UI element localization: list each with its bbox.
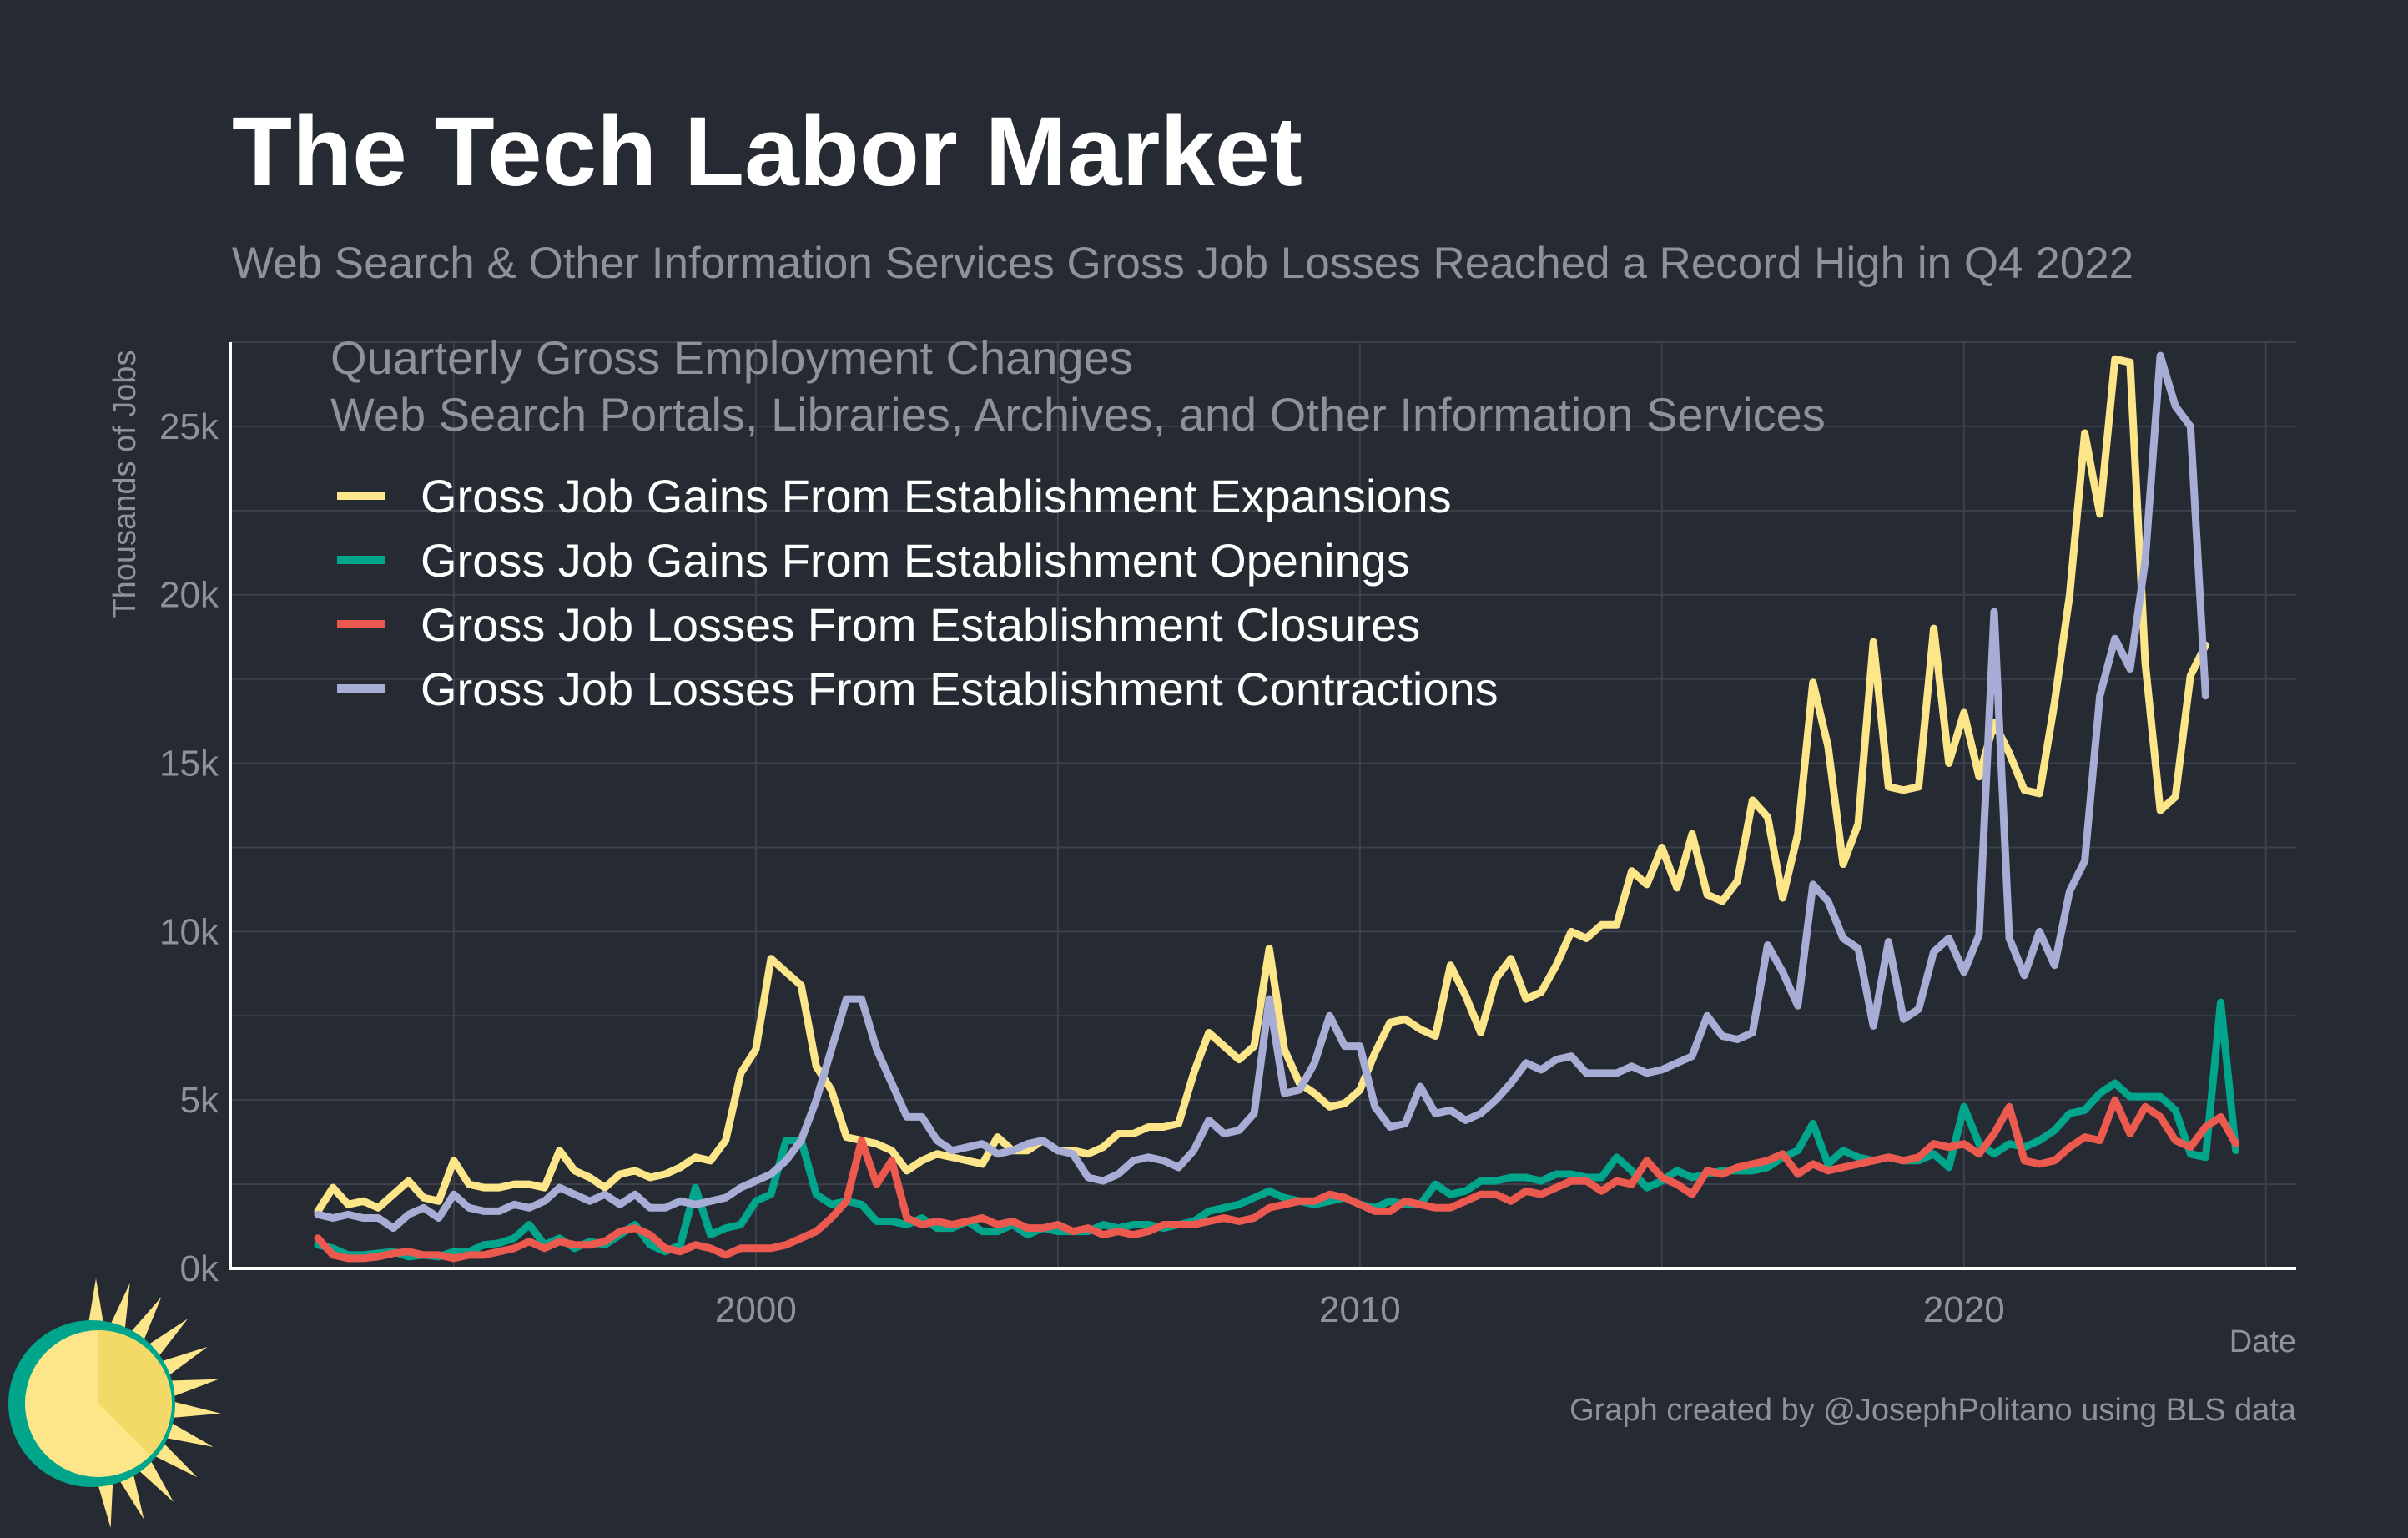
- sun-ray: [159, 1419, 214, 1447]
- axes: [229, 342, 2296, 1270]
- y-tick-label: 15k: [159, 744, 219, 784]
- x-tick-label: 2010: [1319, 1289, 1401, 1330]
- chart-subtitle: Web Search Portals, Libraries, Archives,…: [330, 388, 1826, 441]
- legend: Gross Job Gains From Establishment Expan…: [337, 470, 1499, 715]
- y-axis-label: Thousands of Jobs: [108, 350, 143, 618]
- gridlines: [230, 341, 2296, 1268]
- x-tick-labels: 2000 2010 2020: [715, 1289, 2005, 1330]
- y-tick-label: 5k: [180, 1080, 219, 1121]
- legend-entry: Gross Job Gains From Establishment Openi…: [421, 534, 1410, 587]
- sun-logo-shade: [98, 1330, 172, 1455]
- series-line-4: [314, 351, 2209, 1233]
- chart-title: Quarterly Gross Employment Changes: [330, 331, 1133, 384]
- sun-logo: [8, 1278, 221, 1528]
- legend-entry: Gross Job Losses From Establishment Cont…: [421, 663, 1499, 715]
- x-tick-label: 2000: [715, 1289, 797, 1330]
- x-tick-label: 2020: [1923, 1289, 2005, 1330]
- sun-rays: [87, 1278, 221, 1528]
- y-tick-label: 20k: [159, 575, 219, 616]
- series-line-3: [314, 1096, 2240, 1263]
- y-tick-label: 10k: [159, 911, 219, 952]
- series-line-1: [314, 355, 2209, 1215]
- y-tick-label: 0k: [180, 1248, 219, 1289]
- series-lines: [314, 351, 2240, 1263]
- page-title: The Tech Labor Market: [232, 97, 1302, 207]
- page-subtitle: Web Search & Other Information Services …: [232, 239, 2133, 288]
- x-axis-label: Date: [2229, 1324, 2296, 1359]
- sun-ray: [87, 1278, 105, 1334]
- y-tick-labels: 0k 5k 10k 15k 20k 25k: [159, 406, 219, 1289]
- sun-ray: [163, 1379, 219, 1399]
- legend-entry: Gross Job Losses From Establishment Clos…: [421, 598, 1420, 651]
- legend-entry: Gross Job Gains From Establishment Expan…: [421, 470, 1452, 522]
- credit-text: Graph created by @JosephPolitano using B…: [1569, 1393, 2297, 1428]
- y-tick-label: 25k: [159, 406, 219, 447]
- sun-ray: [165, 1399, 221, 1419]
